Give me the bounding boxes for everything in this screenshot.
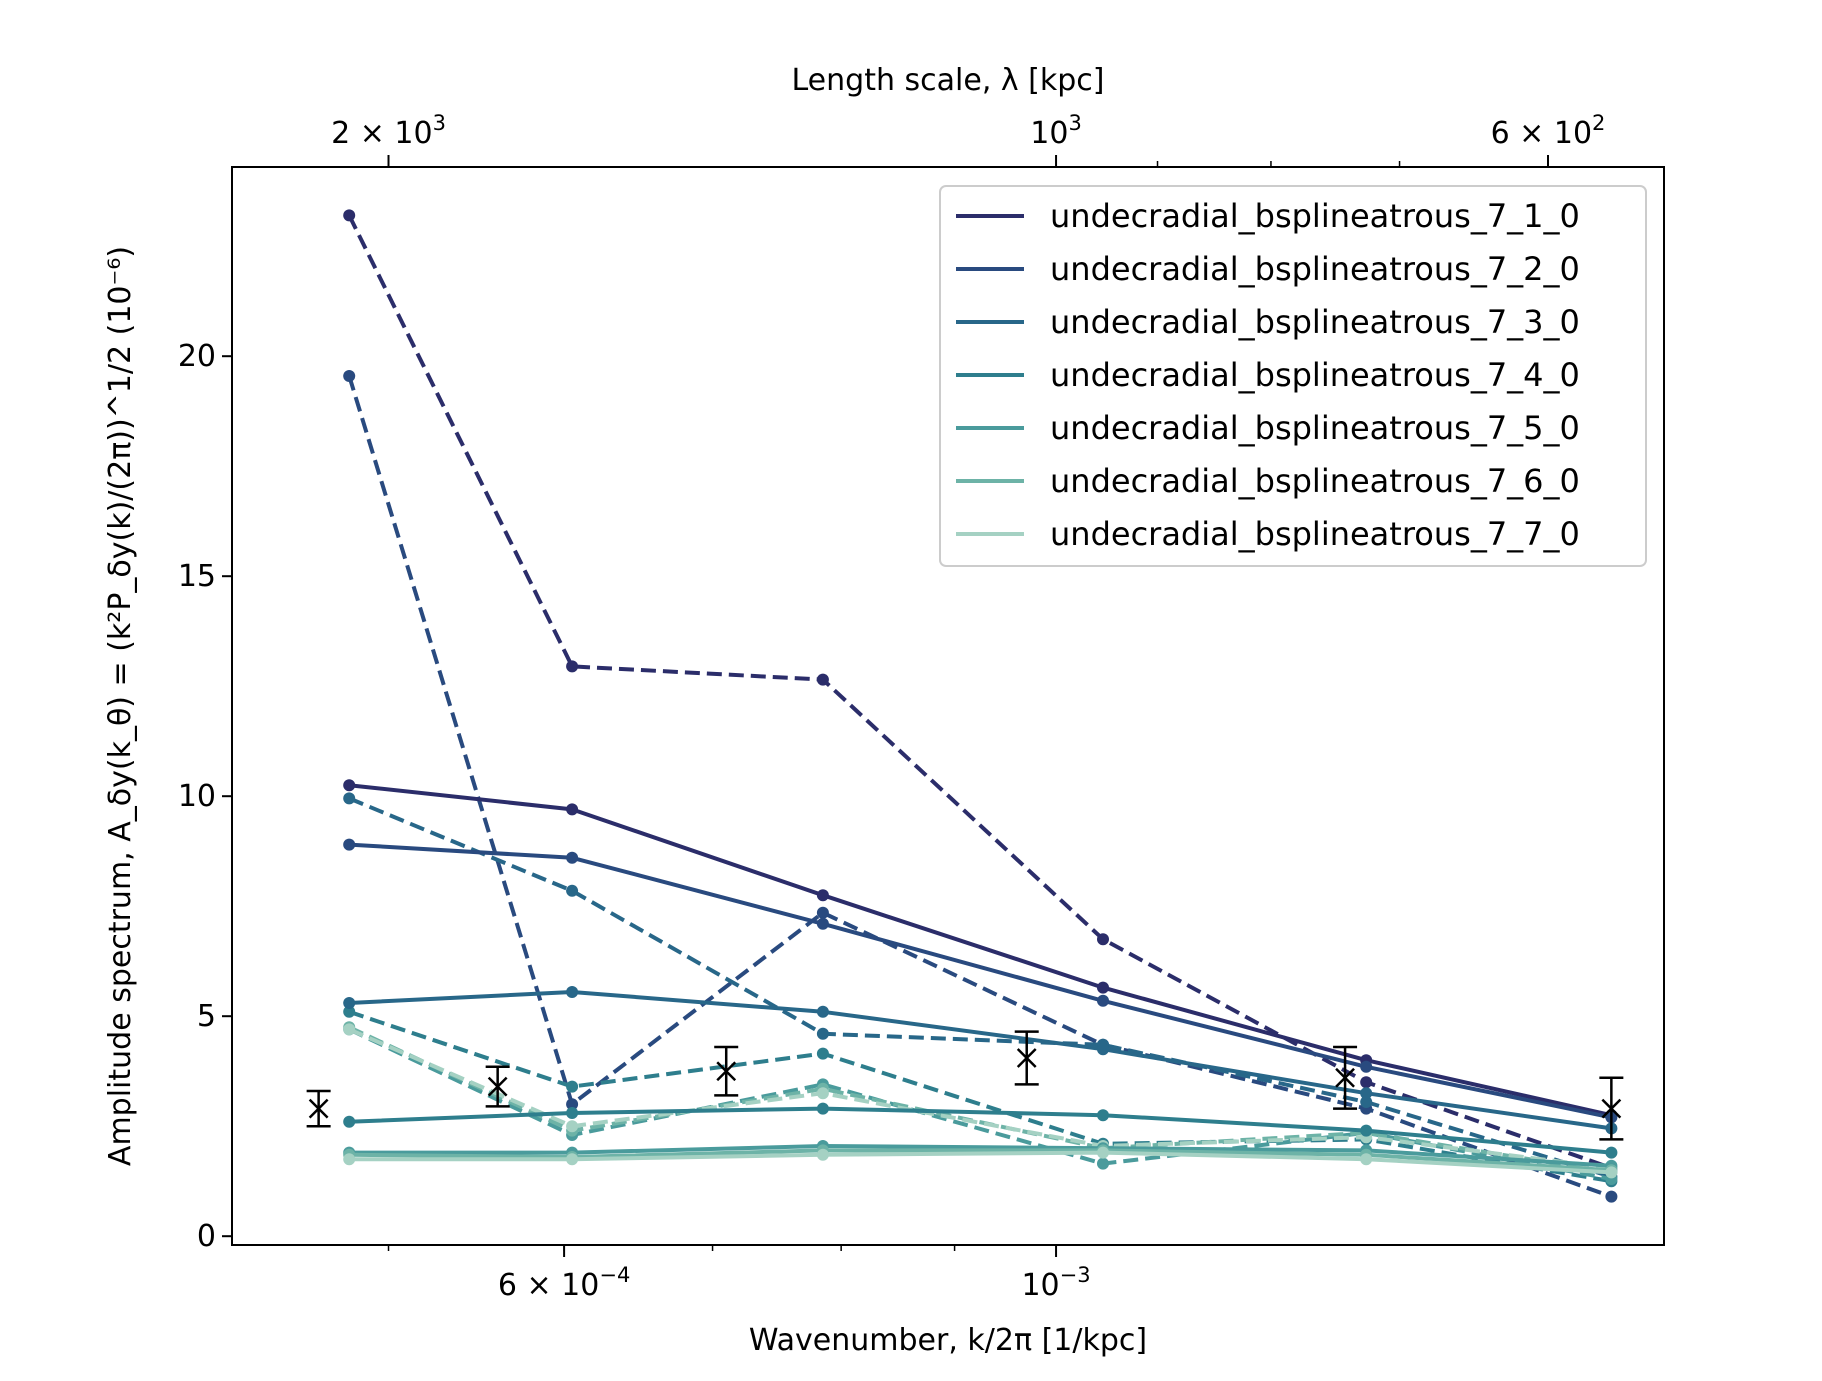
- data-point-solid-4-6: [1605, 1146, 1618, 1159]
- y-tick-label: 0: [197, 1219, 216, 1254]
- data-point-dashed-2-1: [343, 370, 356, 382]
- x-marker: [308, 1098, 329, 1119]
- legend-label-3: undecradial_bsplineatrous_7_3_0: [1050, 303, 1580, 341]
- data-point-solid-2-3: [816, 917, 829, 930]
- data-point-dashed-7-2: [566, 1120, 579, 1133]
- legend-label-5: undecradial_bsplineatrous_7_5_0: [1050, 409, 1580, 447]
- series-line-solid-4: [349, 1106, 1612, 1155]
- data-point-solid-7-3: [816, 1148, 829, 1161]
- observed-errorbars: [306, 1030, 1624, 1141]
- data-point-dashed-3-5: [1360, 1096, 1373, 1108]
- data-point-solid-7-4: [1097, 1146, 1109, 1159]
- data-point-dashed-3-2: [566, 884, 579, 897]
- data-point-dashed-4-1: [343, 1005, 356, 1018]
- data-point-solid-1-2: [566, 803, 579, 816]
- data-point-dashed-2-2: [566, 1098, 579, 1111]
- errorbar-3: [714, 1045, 739, 1097]
- legend-label-4: undecradial_bsplineatrous_7_4_0: [1050, 356, 1580, 394]
- data-point-solid-4-1: [343, 1115, 356, 1128]
- x-marker: [487, 1076, 508, 1097]
- x-tick-label: 10−3: [1021, 1263, 1090, 1303]
- data-point-solid-7-2: [566, 1153, 579, 1166]
- top-tick-label: 2 × 103: [331, 111, 446, 151]
- data-point-solid-1-4: [1097, 981, 1109, 994]
- y-axis-label: Amplitude spectrum, A_δy(k_θ) = (k²P_δy(…: [103, 246, 138, 1166]
- data-point-dashed-5-4: [1097, 1157, 1109, 1170]
- plot-frame: [231, 166, 1665, 1246]
- x-marker: [1335, 1067, 1355, 1088]
- top-axis-label: Length scale, λ [kpc]: [792, 63, 1105, 98]
- errorbar-2: [485, 1065, 510, 1108]
- data-point-solid-3-2: [566, 986, 579, 998]
- x-marker: [1016, 1048, 1037, 1068]
- axes: 0 5 10 15 20 6 × 10−4 10−3 2 × 103 103 6 × 102 Wav…: [103, 63, 1665, 1358]
- solid-series-group: [343, 779, 1618, 1179]
- data-point-solid-3-5: [1360, 1087, 1373, 1100]
- x-marker: [716, 1061, 737, 1082]
- series-line-dashed-1: [347, 214, 1613, 1170]
- data-point-solid-4-2: [566, 1107, 579, 1119]
- data-point-solid-7-1: [343, 1153, 356, 1166]
- errorbar-6: [1599, 1076, 1624, 1141]
- legend-box: [939, 185, 1647, 567]
- data-point-solid-2-1: [343, 838, 356, 851]
- series-line-dashed-4: [348, 1009, 1612, 1184]
- data-point-solid-1-1: [343, 779, 356, 792]
- data-point-dashed-1-2: [566, 660, 579, 673]
- series-line-solid-2: [349, 842, 1612, 1120]
- y-tick-label: 15: [178, 559, 216, 594]
- legend-label-7: undecradial_bsplineatrous_7_7_0: [1050, 515, 1580, 553]
- y-tick-label: 20: [178, 339, 216, 374]
- data-point-solid-3-3: [816, 1005, 829, 1018]
- series-line-dashed-3: [348, 796, 1612, 1179]
- data-point-dashed-3-1: [343, 792, 356, 805]
- data-point-solid-1-3: [816, 889, 829, 902]
- y-tick-label: 5: [197, 999, 216, 1034]
- series-line-solid-1: [348, 783, 1612, 1118]
- data-point-solid-4-4: [1097, 1109, 1109, 1122]
- data-point-dashed-1-1: [343, 209, 356, 222]
- y-tick-label: 10: [178, 779, 216, 814]
- legend-label-6: undecradial_bsplineatrous_7_6_0: [1050, 462, 1580, 500]
- series-line-dashed-2: [347, 375, 1613, 1199]
- data-point-dashed-4-2: [566, 1080, 579, 1093]
- legend-label-1: undecradial_bsplineatrous_7_1_0: [1050, 197, 1580, 235]
- x-marker: [1601, 1098, 1622, 1119]
- data-point-solid-2-2: [566, 851, 579, 864]
- data-point-dashed-7-3: [816, 1087, 829, 1100]
- data-point-dashed-1-4: [1097, 933, 1109, 946]
- series-line-solid-3: [349, 990, 1612, 1131]
- data-point-solid-7-5: [1360, 1153, 1373, 1166]
- top-tick-label: 6 × 102: [1491, 111, 1606, 151]
- data-point-dashed-3-3: [816, 1027, 829, 1040]
- legend: undecradial_bsplineatrous_7_1_0 undecradi…: [939, 185, 1647, 567]
- data-point-dashed-1-3: [816, 673, 829, 686]
- errorbar-5: [1333, 1045, 1358, 1110]
- legend-label-2: undecradial_bsplineatrous_7_2_0: [1050, 250, 1580, 288]
- data-point-solid-4-5: [1360, 1124, 1373, 1137]
- data-point-solid-2-5: [1360, 1060, 1373, 1073]
- errorbar-4: [1014, 1030, 1039, 1086]
- data-point-solid-3-4: [1097, 1043, 1109, 1056]
- data-point-dashed-1-5: [1360, 1076, 1373, 1089]
- data-point-solid-7-6: [1605, 1166, 1618, 1179]
- data-point-dashed-4-3: [816, 1047, 829, 1060]
- series-line-solid-6: [349, 1148, 1612, 1173]
- errorbar-1: [306, 1089, 331, 1128]
- top-tick-label: 103: [1030, 111, 1082, 151]
- x-tick-label: 6 × 10−4: [498, 1263, 630, 1303]
- data-point-dashed-2-3: [816, 906, 829, 919]
- x-axis-label: Wavenumber, k/2π [1/kpc]: [749, 1323, 1147, 1358]
- data-point-solid-2-4: [1097, 994, 1109, 1007]
- data-point-solid-4-3: [816, 1102, 829, 1115]
- series-line-solid-5: [349, 1144, 1612, 1168]
- data-point-solid-3-1: [343, 997, 356, 1009]
- series-line-dashed-7: [348, 1027, 1612, 1170]
- data-point-dashed-7-1: [343, 1023, 356, 1036]
- plot-area: [306, 209, 1624, 1203]
- data-point-dashed-2-6: [1605, 1190, 1618, 1203]
- series-line-solid-7: [349, 1150, 1612, 1175]
